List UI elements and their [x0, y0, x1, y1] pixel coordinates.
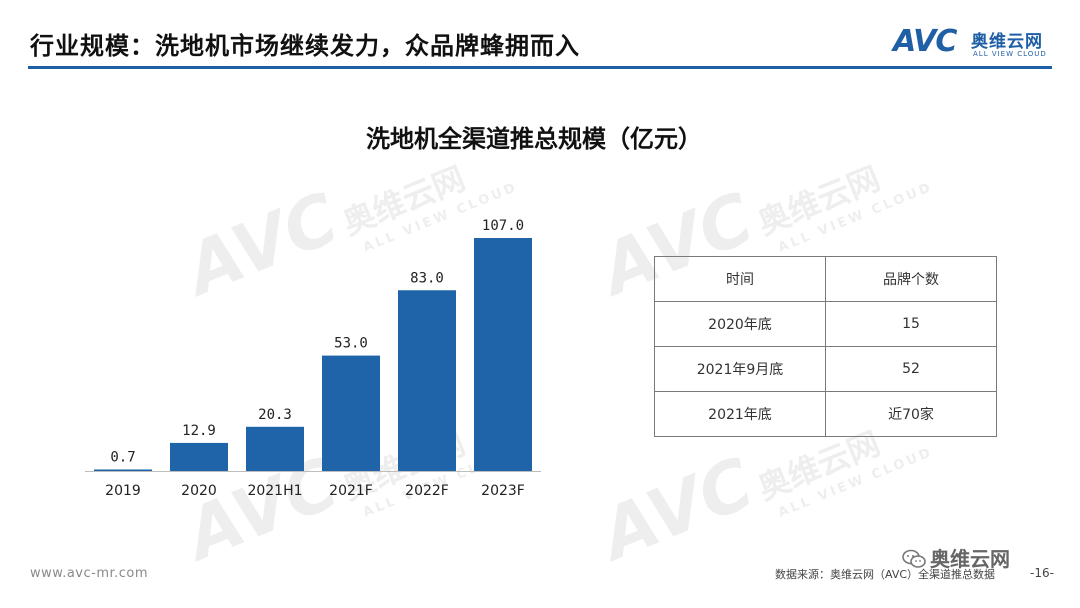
- table-cell-count: 近70家: [825, 391, 997, 437]
- logo-name-cn: 奥维云网: [971, 32, 1043, 52]
- bar-2021F: [322, 355, 380, 471]
- page-number: -16-: [1030, 566, 1054, 580]
- wechat-account-name: 奥维云网: [930, 547, 1010, 571]
- table-cell-time: 2020年底: [654, 301, 826, 347]
- header-divider: [28, 66, 1052, 69]
- table-cell-time: 2021年底: [654, 391, 826, 437]
- x-tick-label-2021H1: 2021H1: [247, 483, 302, 499]
- table-cell-time: 2021年9月底: [654, 346, 826, 392]
- data-source: 数据来源：奥维云网（AVC）全渠道推总数据: [775, 568, 996, 581]
- value-label-2021H1: 20.3: [258, 407, 292, 423]
- x-tick-label-2020: 2020: [181, 483, 217, 499]
- chart-title: 洗地机全渠道推总规模（亿元）: [366, 125, 702, 153]
- table-cell-count: 52: [825, 346, 997, 392]
- footer-url: www.avc-mr.com: [30, 566, 149, 581]
- logo-mark: AVC: [893, 24, 957, 59]
- x-tick-label-2019: 2019: [105, 483, 141, 499]
- value-label-2019: 0.7: [110, 449, 135, 465]
- table-header-row: 时间 品牌个数: [654, 256, 997, 302]
- bar-2019: [94, 469, 152, 471]
- table-cell-count: 15: [825, 301, 997, 347]
- x-tick-label-2021F: 2021F: [329, 483, 373, 499]
- table-row: 2021年9月底 52: [654, 346, 997, 392]
- logo-name-en: ALL VIEW CLOUD: [973, 50, 1047, 58]
- brand-count-table: 时间 品牌个数 2020年底 15 2021年9月底 52 2021年底 近70…: [654, 256, 997, 437]
- bar-2021H1: [246, 426, 304, 471]
- table-header-brand-count: 品牌个数: [825, 256, 997, 302]
- table-header-time: 时间: [654, 256, 826, 302]
- value-label-2020: 12.9: [182, 423, 216, 439]
- value-label-2023F: 107.0: [482, 218, 524, 234]
- wechat-account-mark: 奥维云网: [902, 543, 1010, 572]
- page-title: 行业规模：洗地机市场继续发力，众品牌蜂拥而入: [30, 32, 580, 60]
- bar-2020: [170, 442, 228, 471]
- value-label-2022F: 83.0: [410, 270, 444, 286]
- x-tick-label-2022F: 2022F: [405, 483, 449, 499]
- bar-2023F: [474, 238, 532, 471]
- table-row: 2021年底 近70家: [654, 391, 997, 437]
- bar-2022F: [398, 290, 456, 471]
- x-tick-label-2023F: 2023F: [481, 483, 525, 499]
- value-label-2021F: 53.0: [334, 336, 368, 352]
- brand-logo: AVC 奥维云网 ALL VIEW CLOUD: [893, 24, 1063, 60]
- wechat-icon: [902, 549, 926, 568]
- table-row: 2020年底 15: [654, 301, 997, 347]
